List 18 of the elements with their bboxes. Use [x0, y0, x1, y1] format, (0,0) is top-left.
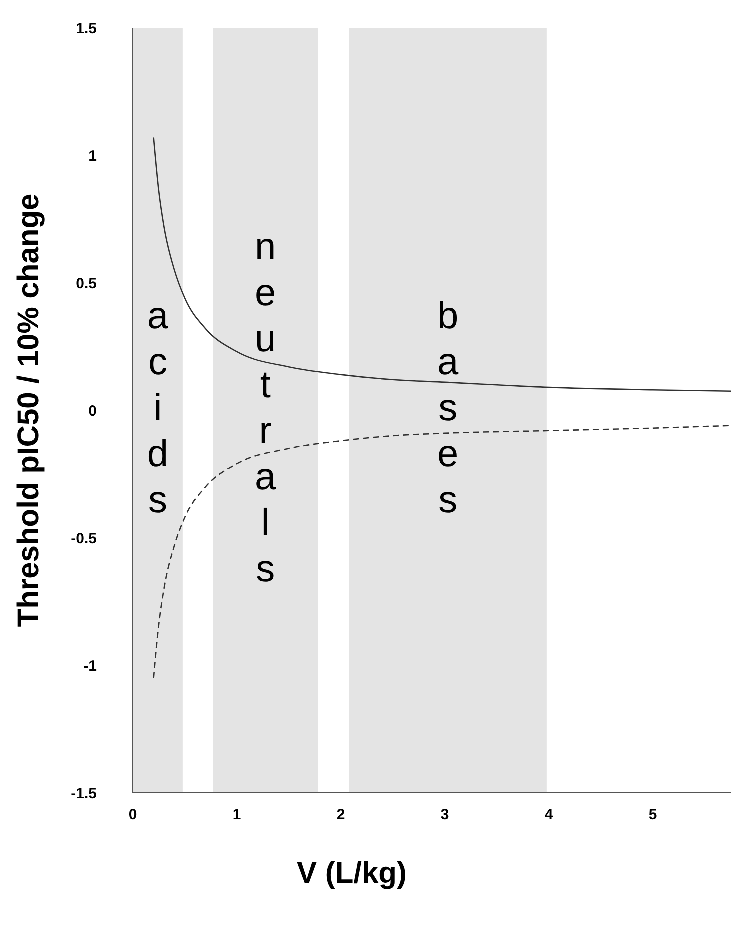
y-tick-label: -0.5: [71, 530, 97, 548]
y-tick-label: -1: [84, 658, 97, 675]
x-tick-label: 3: [440, 806, 450, 824]
x-tick-label: 2: [336, 806, 346, 824]
y-axis-title: Threshold pIC50 / 10% change: [12, 194, 46, 628]
x-tick-label: 1: [232, 806, 242, 824]
y-tick-label: 0.5: [76, 275, 97, 292]
y-tick-label: 1.5: [76, 20, 97, 38]
x-tick-label: 5: [648, 806, 658, 824]
band-label: bases: [438, 296, 460, 522]
y-tick-label: -1.5: [71, 785, 97, 802]
band-label: neutrals: [255, 226, 278, 591]
y-tick-label: 0: [88, 402, 97, 420]
y-tick-label: 1: [88, 148, 97, 165]
x-axis-title: V (L/kg): [297, 857, 407, 890]
x-tick-label: 0: [128, 806, 138, 824]
x-tick-label: 4: [544, 806, 554, 824]
band-label: acids: [147, 296, 170, 522]
